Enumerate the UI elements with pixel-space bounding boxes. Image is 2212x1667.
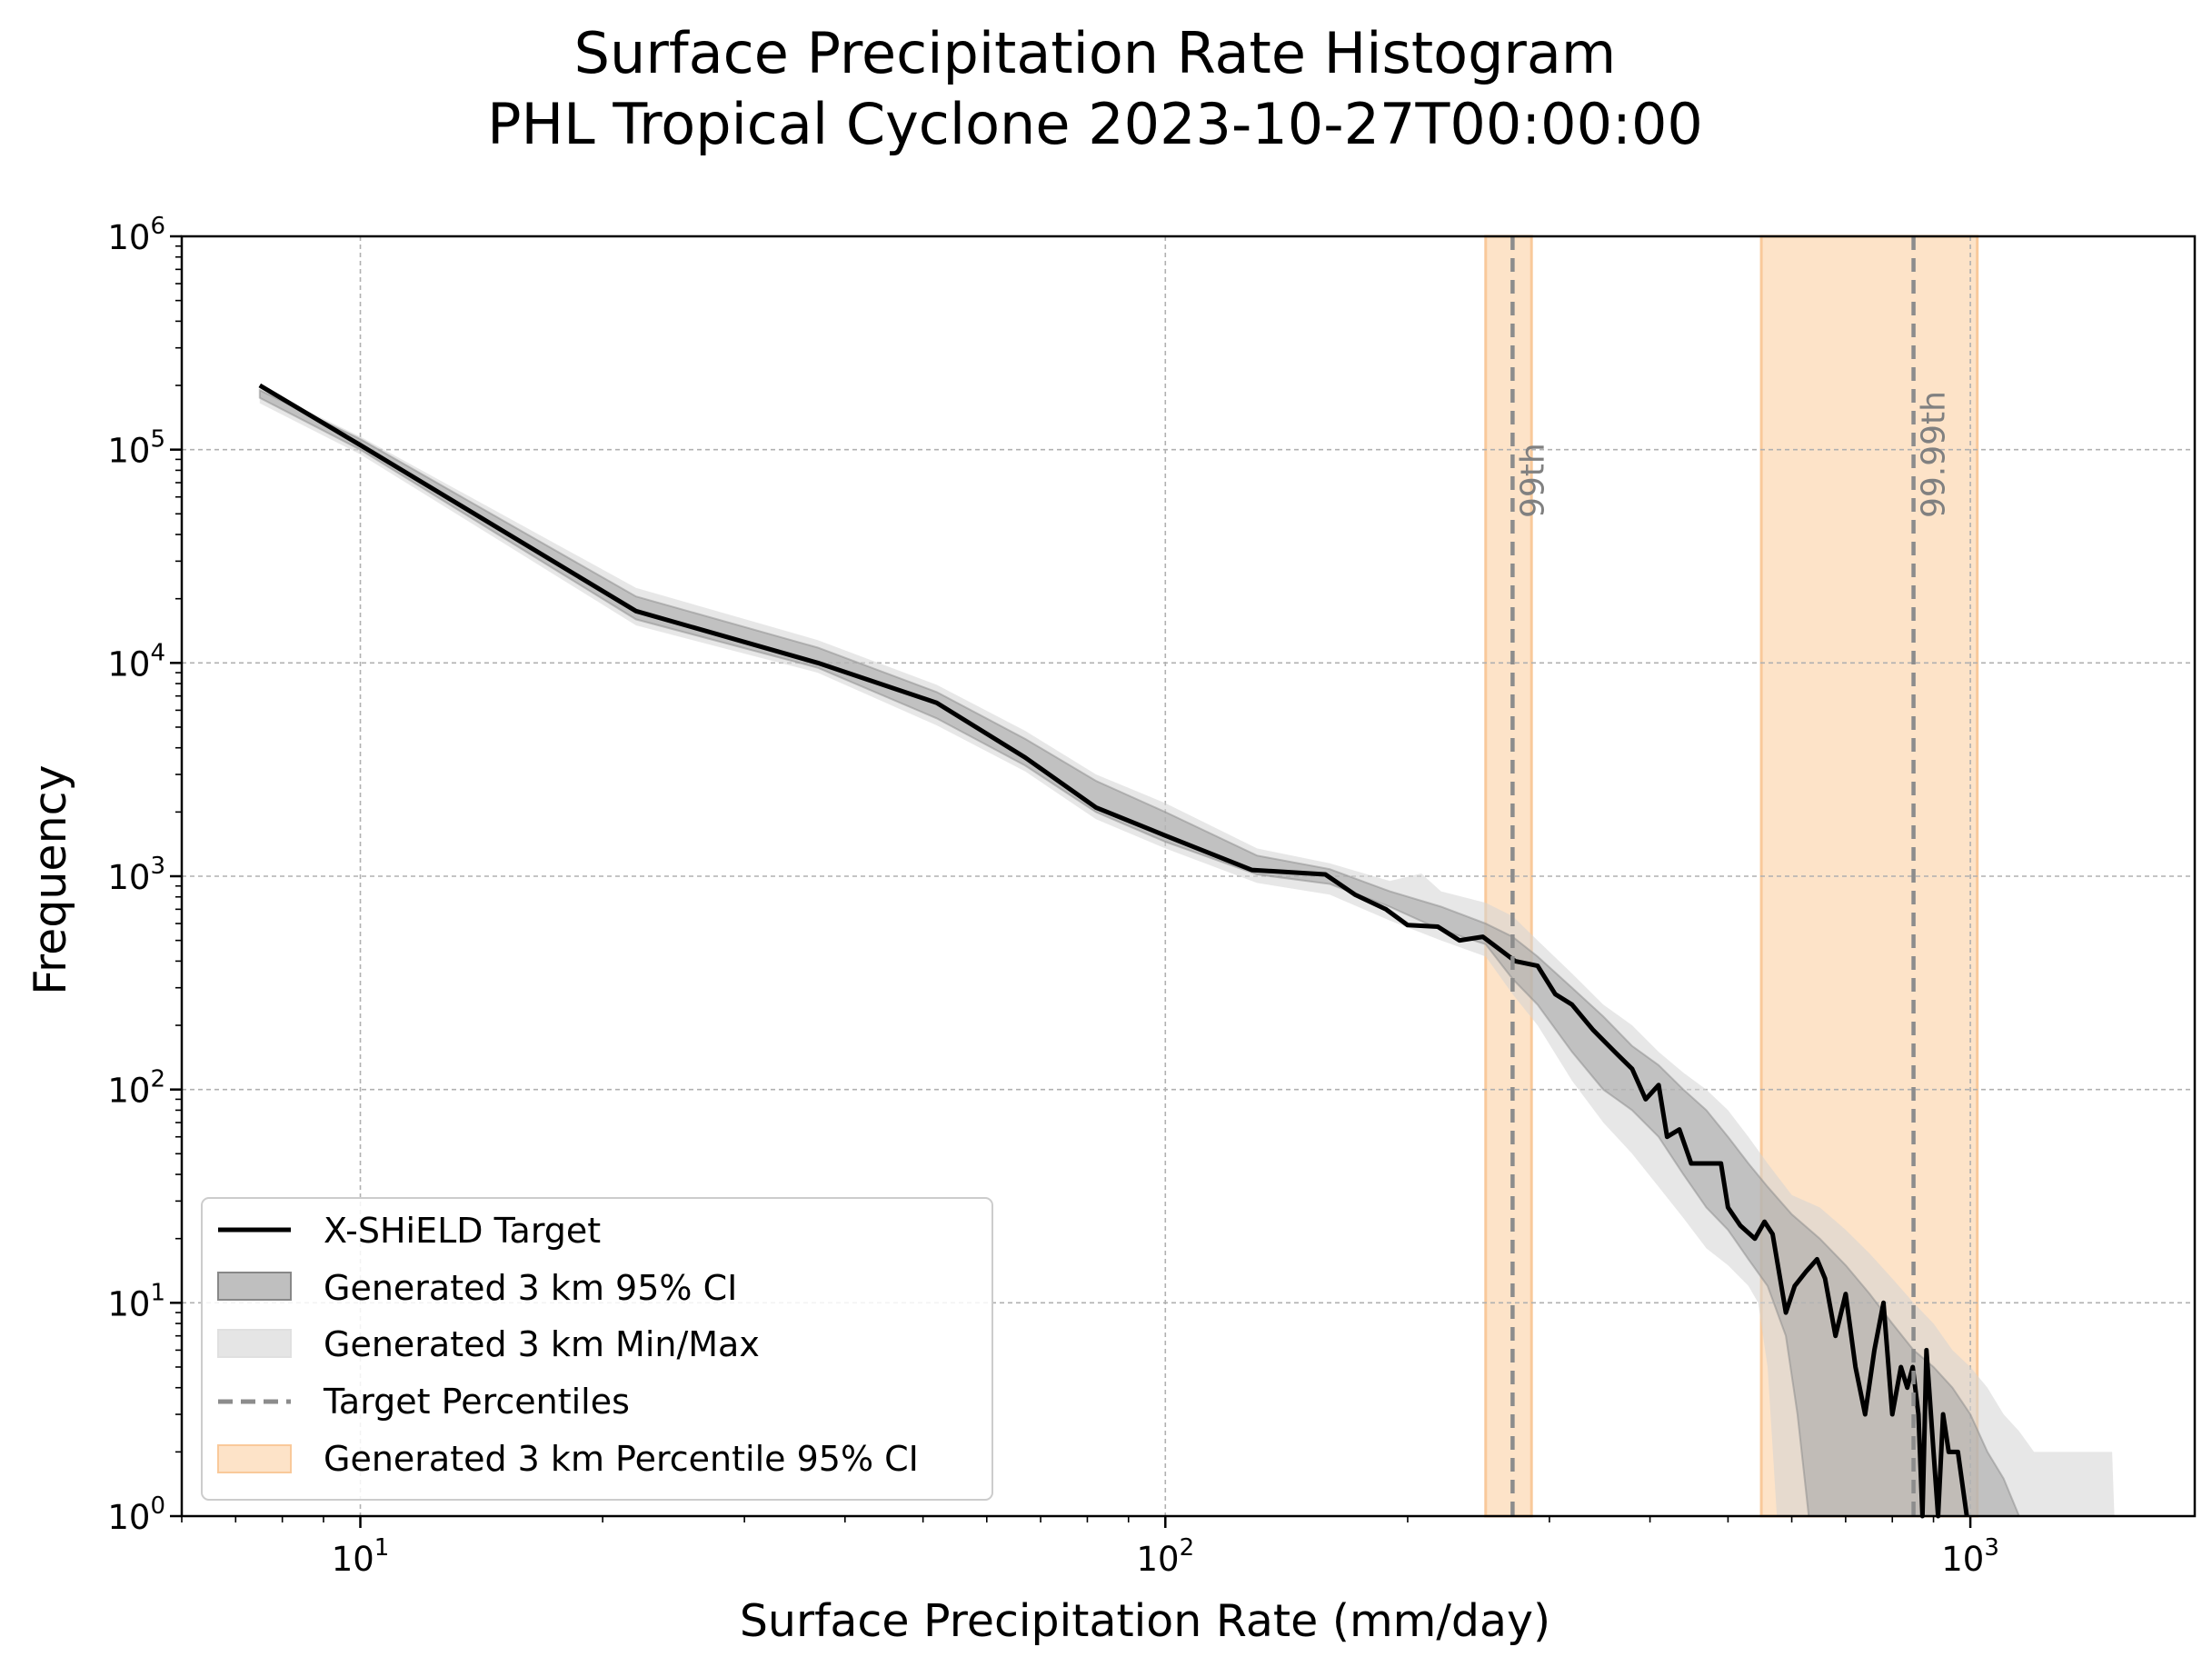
y-tick-label-1: 101 xyxy=(107,1279,165,1323)
axis-ticks: 101 102 103 100 101 102 103 104 105 106 xyxy=(107,213,1999,1579)
y-tick-label-6-text: 106 xyxy=(107,213,165,257)
legend-swatch-ci xyxy=(217,1272,292,1301)
y-tick-label-0: 100 xyxy=(107,1492,165,1537)
x-tick-label-2-text: 103 xyxy=(1941,1534,1999,1579)
legend-label-target: X-SHiELD Target xyxy=(324,1211,601,1251)
y-tick-label-4-text: 104 xyxy=(107,639,165,684)
y-tick-label-3-text: 103 xyxy=(107,853,165,897)
x-tick-label-1-text: 102 xyxy=(1136,1534,1194,1579)
y-axis-label: Frequency xyxy=(25,764,76,994)
y-tick-label-5-text: 105 xyxy=(107,426,165,471)
x-tick-label-0-text: 101 xyxy=(332,1534,390,1579)
target-series-line xyxy=(258,383,1969,1519)
y-tick-label-6: 106 xyxy=(107,213,165,257)
percentile-label-1: 99.99th xyxy=(1916,391,1953,518)
legend-label-percentile-ci: Generated 3 km Percentile 95% CI xyxy=(324,1439,919,1479)
legend-swatch-percentile-ci xyxy=(217,1444,292,1473)
y-tick-label-0-text: 100 xyxy=(107,1492,165,1537)
legend: X-SHiELD Target Generated 3 km 95% CI Ge… xyxy=(201,1197,993,1501)
legend-swatch-minmax xyxy=(217,1329,292,1358)
y-tick-label-3: 103 xyxy=(107,853,165,897)
legend-label-percentiles: Target Percentiles xyxy=(323,1382,630,1422)
x-tick-label-1: 102 xyxy=(1136,1534,1194,1579)
chart-title: Surface Precipitation Rate Histogram xyxy=(574,20,1617,86)
y-tick-label-1-text: 101 xyxy=(107,1279,165,1323)
x-tick-label-2: 103 xyxy=(1941,1534,1999,1579)
legend-box xyxy=(201,1197,993,1501)
y-tick-label-5: 105 xyxy=(107,426,165,471)
legend-label-ci: Generated 3 km 95% CI xyxy=(324,1268,737,1308)
x-tick-label-0: 101 xyxy=(332,1534,390,1579)
legend-label-minmax: Generated 3 km Min/Max xyxy=(324,1324,760,1364)
x-axis-label: Surface Precipitation Rate (mm/day) xyxy=(740,1595,1550,1647)
y-tick-label-2-text: 102 xyxy=(107,1066,165,1111)
chart-subtitle: PHL Tropical Cyclone 2023-10-27T00:00:00 xyxy=(487,91,1703,157)
percentile-label-0: 99th xyxy=(1514,443,1551,518)
y-tick-label-4: 104 xyxy=(107,639,165,684)
y-tick-label-2: 102 xyxy=(107,1066,165,1111)
